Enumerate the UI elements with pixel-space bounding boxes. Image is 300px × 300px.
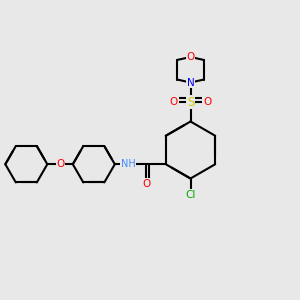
Text: N: N (187, 77, 194, 88)
Text: O: O (203, 97, 211, 107)
Text: O: O (142, 179, 150, 189)
Text: O: O (186, 52, 195, 62)
Text: O: O (170, 97, 178, 107)
Text: S: S (187, 95, 194, 109)
Text: Cl: Cl (185, 190, 196, 200)
Text: NH: NH (121, 159, 136, 169)
Text: O: O (57, 159, 65, 169)
